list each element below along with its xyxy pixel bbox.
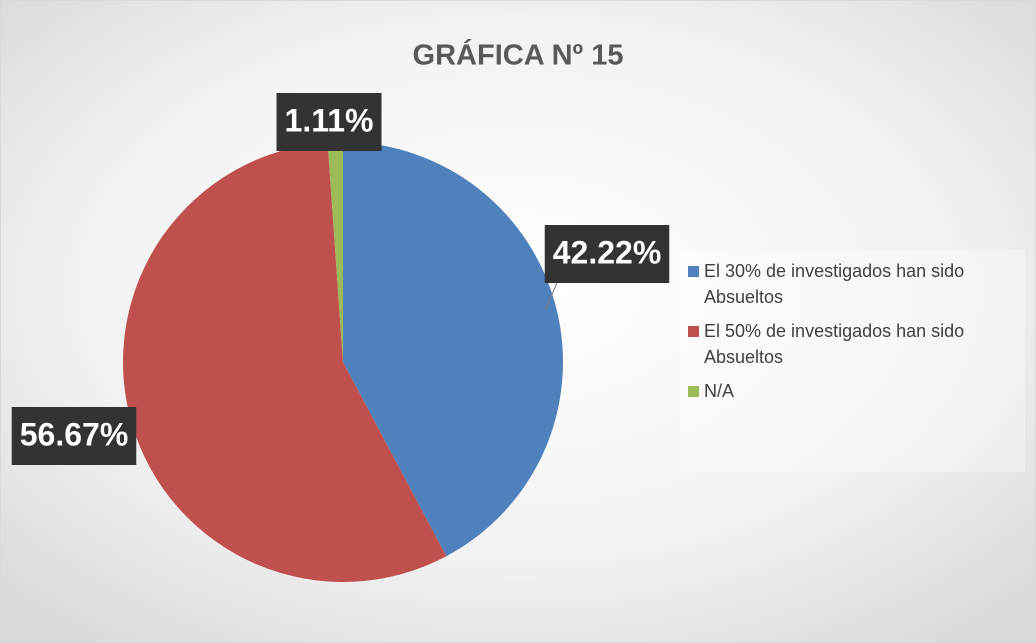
legend: El 30% de investigados han sido Absuelto…: [680, 250, 1025, 472]
legend-swatch: [688, 386, 699, 397]
chart-title: GRÁFICA Nº 15: [413, 38, 624, 72]
label-box: [544, 225, 670, 283]
legend-item: El 30% de investigados han sido Absuelto…: [686, 258, 1024, 310]
pie-slice: [343, 142, 563, 557]
leader-line: [544, 282, 558, 311]
legend-swatch: [688, 266, 699, 277]
pie-slice: [327, 142, 343, 362]
legend-swatch: [688, 326, 699, 337]
data-label: 42.22%: [553, 234, 662, 270]
legend-label: El 30% de investigados han sido Absuelto…: [704, 261, 965, 307]
legend-item: El 50% de investigados han sido Absuelto…: [686, 318, 1024, 370]
label-box: [276, 93, 382, 151]
pie-slice: [122, 142, 447, 582]
data-label: 1.11%: [285, 102, 374, 138]
data-label: 56.67%: [20, 416, 129, 452]
label-box: [11, 407, 137, 465]
legend-label: El 50% de investigados han sido Absuelto…: [704, 321, 965, 367]
legend-label: N/A: [704, 381, 735, 401]
legend-item: N/A: [686, 378, 1024, 404]
